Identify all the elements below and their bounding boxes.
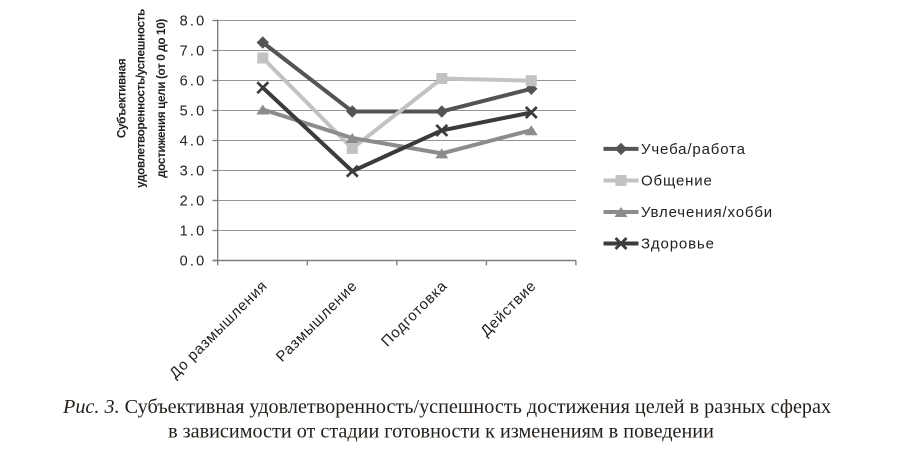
svg-text:в зависимости от стадии готовн: в зависимости от стадии готовности к изм… (168, 421, 714, 443)
svg-text:8.0: 8.0 (180, 14, 207, 30)
svg-text:Здоровье: Здоровье (641, 236, 715, 253)
svg-text:6.0: 6.0 (180, 73, 207, 89)
svg-text:удовлетворенность/успешность: удовлетворенность/успешность (133, 9, 147, 188)
svg-text:Действие: Действие (477, 277, 540, 340)
svg-text:3.0: 3.0 (180, 163, 207, 179)
svg-text:достижения цели (от 0 до 10): достижения цели (от 0 до 10) (154, 19, 168, 178)
svg-text:5.0: 5.0 (180, 103, 207, 119)
svg-text:2.0: 2.0 (180, 193, 207, 209)
svg-text:Увлечения/хобби: Увлечения/хобби (641, 204, 773, 221)
svg-text:Учеба/работа: Учеба/работа (641, 141, 746, 158)
svg-text:До размышления: До размышления (166, 277, 271, 382)
svg-text:Размышление: Размышление (273, 277, 361, 365)
svg-text:4.0: 4.0 (180, 133, 207, 149)
svg-text:1.0: 1.0 (180, 223, 207, 239)
svg-text:Общение: Общение (641, 173, 713, 190)
svg-text:Подготовка: Подготовка (378, 277, 451, 350)
svg-text:7.0: 7.0 (180, 44, 207, 60)
svg-text:Рис. 3. Субъективная удовлетво: Рис. 3. Субъективная удовлетворенность/у… (62, 396, 831, 418)
svg-text:0.0: 0.0 (180, 253, 207, 269)
svg-text:Субъективная: Субъективная (115, 58, 129, 138)
